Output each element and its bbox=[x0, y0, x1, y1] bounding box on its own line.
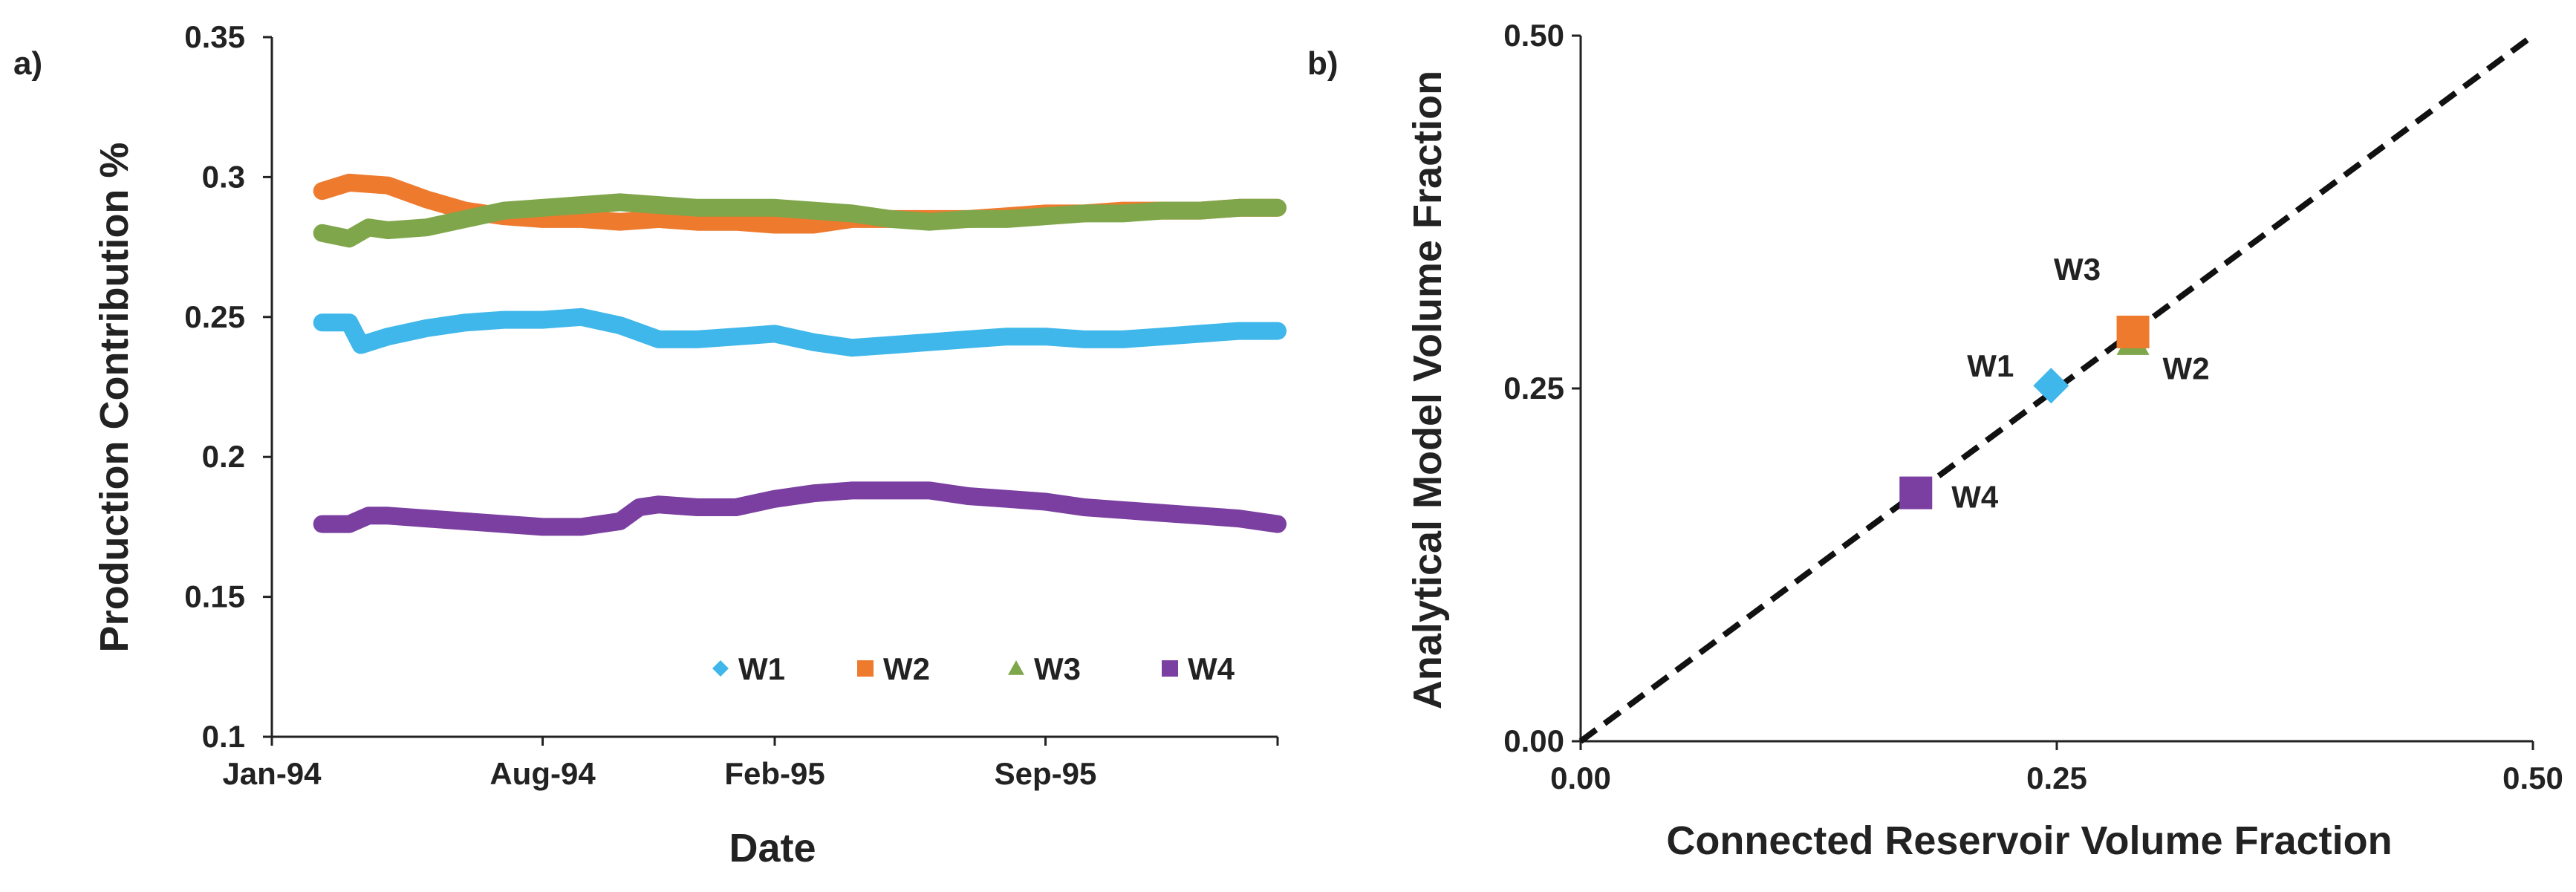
chart-b-y-tick-label: 0.25 bbox=[1503, 371, 1564, 406]
chart-b: b) Analytical Model Volume Fraction Conn… bbox=[1307, 18, 2563, 863]
legend-label-w4: W4 bbox=[1188, 651, 1235, 686]
chart-b-reference-line bbox=[1578, 33, 2535, 744]
chart-a-y-tick-label: 0.1 bbox=[202, 719, 245, 754]
chart-b-y-tick-label: 0.00 bbox=[1503, 723, 1564, 758]
point-label-w4: W4 bbox=[1951, 480, 1999, 515]
chart-a-x-tick-label: Aug-94 bbox=[489, 756, 596, 791]
chart-a-series bbox=[313, 173, 1287, 536]
point-label-w3: W3 bbox=[2054, 252, 2101, 287]
chart-b-points: W1 W2 W3 W4 bbox=[1899, 252, 2210, 515]
chart-b-ylabel: Analytical Model Volume Fraction bbox=[1405, 71, 1450, 709]
legend-marker-w1 bbox=[712, 660, 729, 677]
chart-b-x-tick-label: 0.50 bbox=[2502, 761, 2563, 795]
chart-a-x-tick-label: Feb-95 bbox=[724, 756, 824, 791]
panel-label-b: b) bbox=[1307, 45, 1339, 82]
chart-a-y-ticks: 0.1 0.15 0.2 0.25 0.3 0.35 bbox=[184, 19, 272, 754]
chart-a: a) Production Contribution % Date 0.10.1… bbox=[13, 19, 1287, 870]
legend-marker-w3 bbox=[1008, 660, 1024, 675]
chart-a-ylabel: Production Contribution % bbox=[92, 143, 137, 653]
point-label-w1: W1 bbox=[1967, 348, 2014, 383]
legend-label-w2: W2 bbox=[883, 651, 930, 686]
chart-a-y-tick-label: 0.15 bbox=[184, 579, 245, 614]
chart-a-y-tick-label: 0.2 bbox=[202, 439, 245, 474]
legend-label-w3: W3 bbox=[1034, 651, 1081, 686]
chart-a-xlabel: Date bbox=[729, 826, 816, 870]
chart-b-x-tick-label: 0.25 bbox=[2026, 761, 2087, 795]
panel-label-a: a) bbox=[13, 45, 42, 82]
chart-a-x-tick-label: Jan-94 bbox=[222, 756, 322, 791]
chart-a-y-tick-label: 0.3 bbox=[202, 159, 245, 194]
chart-a-y-tick-label: 0.35 bbox=[184, 19, 245, 54]
chart-b-y-ticks: 0.00 0.25 0.50 bbox=[1503, 18, 1581, 758]
chart-a-series-line-w1 bbox=[313, 307, 1287, 357]
chart-b-x-tick-label: 0.00 bbox=[1550, 761, 1611, 795]
chart-b-x-ticks: 0.00 0.25 0.50 bbox=[1550, 741, 2563, 795]
chart-b-y-tick-label: 0.50 bbox=[1503, 18, 1564, 53]
reference-line-1to1 bbox=[1578, 33, 2535, 744]
chart-a-y-tick-label: 0.25 bbox=[184, 299, 245, 334]
chart-a-series-line-w4 bbox=[313, 481, 1287, 536]
chart-a-legend: W1 W2 W3 W4 bbox=[712, 651, 1235, 686]
point-w1 bbox=[2033, 368, 2069, 404]
chart-b-xlabel: Connected Reservoir Volume Fraction bbox=[1666, 818, 2392, 863]
legend-label-w1: W1 bbox=[738, 651, 785, 686]
chart-a-x-ticks: Jan-94 Aug-94 Feb-95 Sep-95 bbox=[222, 737, 1279, 791]
legend-marker-w2 bbox=[857, 660, 874, 677]
point-w3 bbox=[2116, 316, 2150, 348]
legend-marker-w4 bbox=[1162, 660, 1178, 677]
point-label-w2: W2 bbox=[2163, 351, 2210, 385]
chart-a-series-line-w3 bbox=[313, 193, 1287, 248]
chart-a-x-tick-label: Sep-95 bbox=[995, 756, 1097, 791]
point-w4 bbox=[1899, 476, 1933, 510]
